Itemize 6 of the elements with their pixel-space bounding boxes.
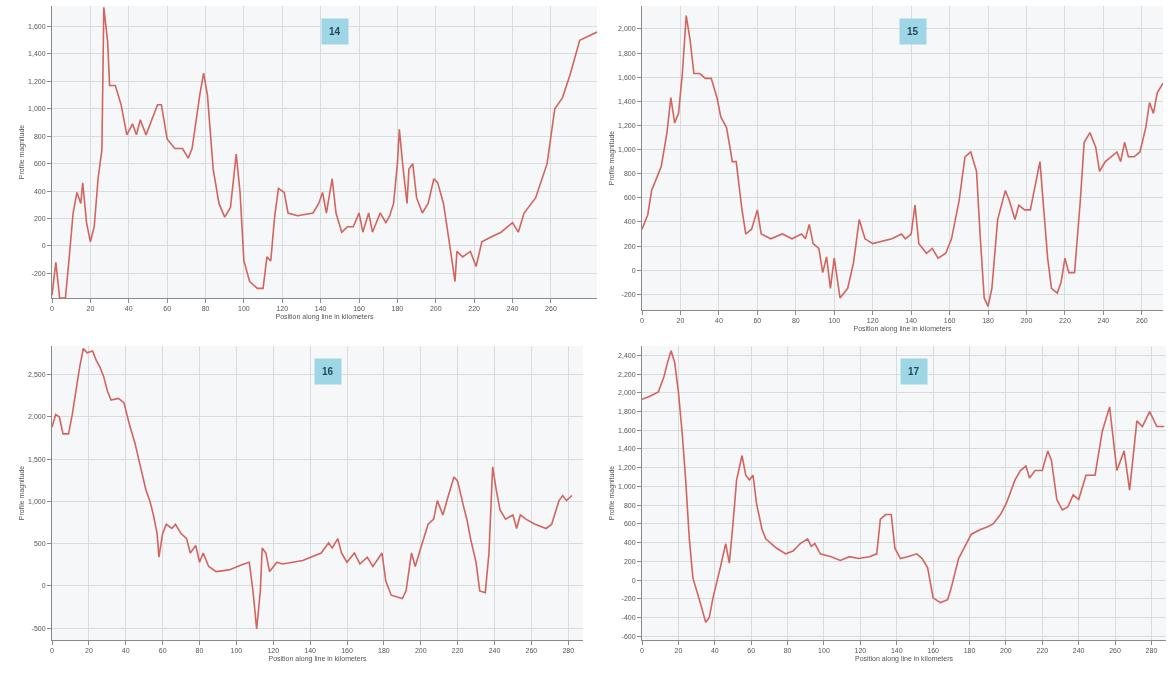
line-series: [642, 349, 1165, 624]
line-series: [52, 347, 573, 630]
text: 17: [908, 366, 920, 377]
text: 16: [322, 366, 334, 377]
text: 14: [329, 26, 341, 37]
text: 15: [907, 26, 919, 37]
